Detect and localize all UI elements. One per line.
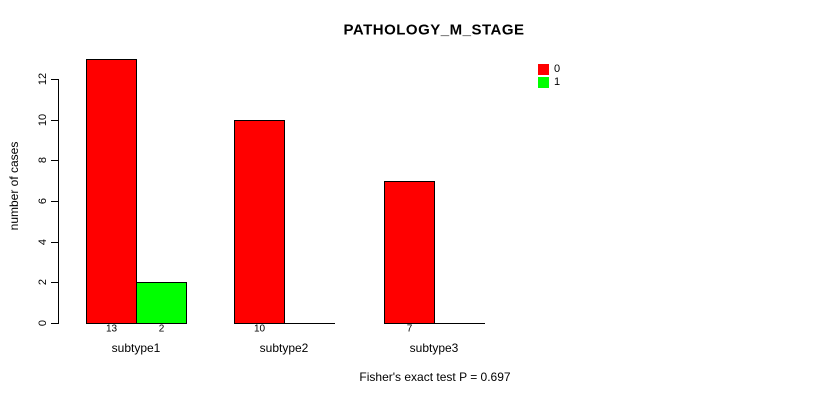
- fisher-test-note: Fisher's exact test P = 0.697: [359, 370, 511, 384]
- legend-label: 0: [554, 62, 561, 75]
- y-tick-mark: [51, 282, 58, 283]
- legend-row-0: 0: [538, 63, 560, 75]
- y-tick-label: 2: [37, 278, 49, 286]
- legend-label: 1: [554, 75, 561, 88]
- y-tick-label: 12: [37, 72, 49, 86]
- y-tick-label: 0: [37, 319, 49, 327]
- category-label-subtype1: subtype1: [111, 341, 161, 355]
- bar-value-label: 10: [253, 323, 266, 335]
- bar-subtype1-group0: [86, 59, 137, 324]
- y-axis-title: number of cases: [7, 141, 21, 231]
- bar-subtype3-group1-zero: [434, 323, 485, 324]
- legend-row-1: 1: [538, 76, 560, 88]
- y-tick-mark: [51, 242, 58, 243]
- y-tick-label: 10: [37, 113, 49, 127]
- category-label-subtype2: subtype2: [259, 341, 309, 355]
- bar-subtype2-group0: [234, 120, 285, 324]
- bar-value-label: 2: [158, 323, 165, 335]
- bar-subtype3-group0: [384, 181, 435, 324]
- y-axis-line: [58, 79, 59, 324]
- chart-title: PATHOLOGY_M_STAGE: [343, 21, 525, 39]
- y-tick-mark: [51, 79, 58, 80]
- legend-swatch-icon: [538, 76, 549, 88]
- legend-swatch-icon: [538, 63, 549, 75]
- y-tick-mark: [51, 120, 58, 121]
- y-tick-label: 6: [37, 197, 49, 205]
- bar-value-label: 7: [406, 323, 413, 335]
- bar-subtype1-group1: [136, 282, 187, 324]
- bar-value-label: 13: [105, 323, 118, 335]
- category-label-subtype3: subtype3: [409, 341, 459, 355]
- y-tick-mark: [51, 201, 58, 202]
- y-tick-mark: [51, 160, 58, 161]
- y-tick-label: 8: [37, 156, 49, 164]
- y-tick-mark: [51, 323, 58, 324]
- bar-subtype2-group1-zero: [284, 323, 335, 324]
- y-tick-label: 4: [37, 238, 49, 246]
